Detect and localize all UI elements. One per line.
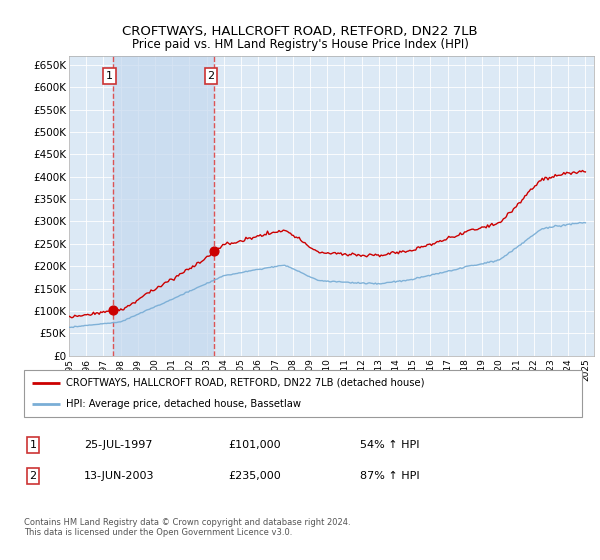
Point <box>109 306 118 315</box>
Bar <box>113 56 214 356</box>
Text: Contains HM Land Registry data © Crown copyright and database right 2024.
This d: Contains HM Land Registry data © Crown c… <box>24 518 350 538</box>
Text: 1: 1 <box>106 71 113 81</box>
Text: 1: 1 <box>29 440 37 450</box>
FancyBboxPatch shape <box>24 370 582 417</box>
Text: 2: 2 <box>29 471 37 481</box>
Text: 87% ↑ HPI: 87% ↑ HPI <box>360 471 419 481</box>
Text: £101,000: £101,000 <box>228 440 281 450</box>
Point <box>209 246 219 255</box>
Text: £235,000: £235,000 <box>228 471 281 481</box>
Text: CROFTWAYS, HALLCROFT ROAD, RETFORD, DN22 7LB (detached house): CROFTWAYS, HALLCROFT ROAD, RETFORD, DN22… <box>66 378 424 388</box>
Text: 2: 2 <box>208 71 215 81</box>
Text: 54% ↑ HPI: 54% ↑ HPI <box>360 440 419 450</box>
Text: HPI: Average price, detached house, Bassetlaw: HPI: Average price, detached house, Bass… <box>66 399 301 409</box>
Text: 25-JUL-1997: 25-JUL-1997 <box>84 440 152 450</box>
Text: CROFTWAYS, HALLCROFT ROAD, RETFORD, DN22 7LB: CROFTWAYS, HALLCROFT ROAD, RETFORD, DN22… <box>122 25 478 38</box>
Text: 13-JUN-2003: 13-JUN-2003 <box>84 471 155 481</box>
Text: Price paid vs. HM Land Registry's House Price Index (HPI): Price paid vs. HM Land Registry's House … <box>131 38 469 51</box>
